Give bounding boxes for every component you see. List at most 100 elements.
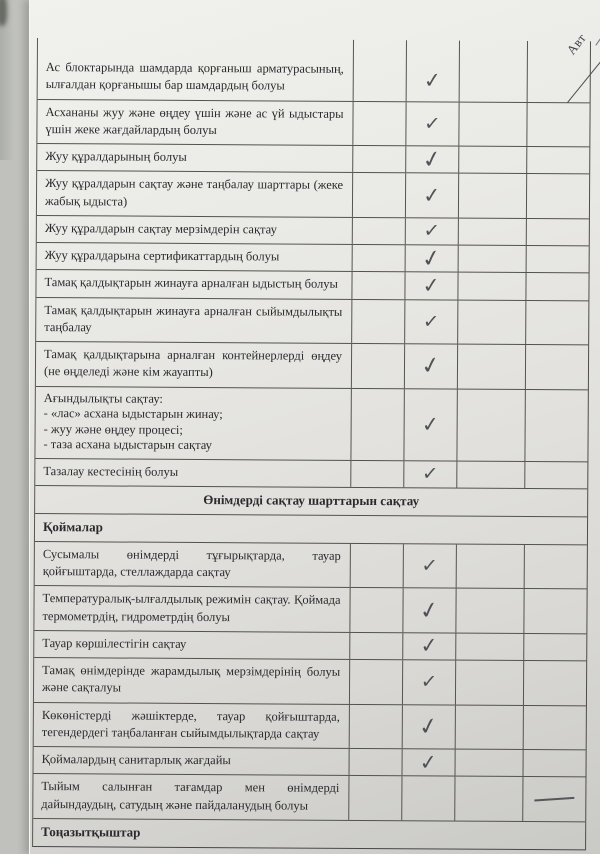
handwritten-checkmark: ✓	[422, 182, 442, 208]
row-label-line: Ағындылықты сақтау:	[43, 390, 163, 406]
mark-cell: ✓	[402, 543, 456, 588]
mark-cell: ✓	[404, 299, 458, 344]
mark-cell	[348, 776, 402, 820]
table-row: Тамақ қалдықтарын жинауға арналған сыйым…	[36, 297, 589, 346]
mark-cell	[525, 245, 589, 273]
mark-cell	[526, 146, 590, 174]
mark-cell: ✓	[404, 243, 458, 273]
table-row: Тауар көршілестігін сақтау ✓	[34, 630, 587, 662]
row-label: Тамақ өнімдерінде жарамдылық мерзімдерін…	[41, 663, 341, 695]
mark-cell	[456, 461, 525, 488]
mark-cell: ✓	[405, 40, 459, 102]
mark-cell: ✓	[405, 144, 459, 174]
mark-cell: ✓	[403, 344, 458, 389]
mark-cell	[457, 272, 526, 300]
mark-cell	[525, 300, 589, 345]
row-label: Жуу құралдарын сақтау мерзімдерін сақтау	[44, 220, 277, 237]
mark-cell: ✓	[402, 588, 456, 633]
table-row: Ас блоктарында шамдарда қорғаныш арматур…	[37, 38, 590, 103]
table-row: Тамақ қалдықтарына арналған контейнерлер…	[35, 342, 589, 390]
photo-corner-smudge	[0, 0, 7, 26]
mark-cell: ✓	[404, 272, 458, 300]
section-title: Қоймалар	[42, 518, 103, 535]
mark-cell	[454, 776, 523, 821]
handwritten-checkmark: ✓	[418, 749, 439, 775]
table-row: Тазалау кестесінің болуы ✓	[35, 458, 588, 490]
checklist-table: Ас блоктарында шамдарда қорғаныш арматур…	[32, 38, 591, 851]
table-row: Жуу құралдарын сақтау мерзімдерін сақтау…	[36, 215, 589, 247]
photo-left-edge-shadow	[0, 0, 14, 160]
row-label: Жуу құралдарының болуы	[45, 149, 187, 164]
mark-cell	[523, 589, 587, 634]
handwritten-checkmark: ✓	[419, 633, 439, 659]
table-row: Ағындылықты сақтау: - «лас» асхана ыдыста…	[35, 386, 588, 462]
row-label: Жуу құралдарына сертификаттардың болуы	[44, 248, 280, 264]
handwritten-dash	[534, 796, 575, 802]
mark-cell	[455, 588, 524, 633]
table-row: Тыйым салынған тағамдар мен өнімдерді да…	[33, 774, 586, 823]
subsection-header-row: Тоңазытқыштар	[33, 818, 586, 851]
mark-cell	[351, 299, 405, 344]
mark-cell	[350, 388, 404, 460]
mark-cell	[458, 40, 527, 102]
section-header-row: Өнімдерді сақтау шарттарын сақтау	[35, 485, 588, 518]
mark-cell: ✓	[401, 660, 456, 705]
row-label: Тамақ қалдықтарына арналған контейнерлер…	[43, 347, 343, 380]
handwritten-checkmark: ✓	[423, 111, 442, 135]
table-row: Температуралық-ылғалдылық режимін сақтау…	[34, 586, 587, 635]
handwritten-checkmark: ✓	[420, 411, 441, 437]
mark-cell	[525, 273, 589, 300]
row-label: Қоймалардың санитарлық жағдайы	[41, 752, 231, 768]
mark-cell: ✓	[401, 704, 455, 749]
paper-sheet	[29, 0, 600, 854]
row-label-line: - жуу және өңдеу процесі;	[43, 421, 183, 437]
mark-cell	[352, 145, 406, 173]
row-label: Көкөністерді жәшіктерде, тауар қойғыштар…	[41, 707, 340, 741]
row-label: Ас блоктарында шамдарда қорғаныш арматур…	[45, 60, 344, 93]
section-title: Тоңазытқыштар	[41, 823, 141, 840]
mark-cell: ✓	[404, 173, 459, 218]
mark-cell	[351, 173, 406, 218]
row-label: Ағындылықты сақтау: - «лас» асхана ыдыста…	[35, 386, 350, 459]
row-label: Тыйым салынған тағамдар мен өнімдерді да…	[41, 779, 340, 813]
mark-cell: ✓	[403, 388, 457, 461]
mark-cell	[524, 344, 589, 389]
row-label: Асхананы жуу және өңдеу үшін және ас үй …	[45, 104, 344, 137]
mark-cell	[455, 633, 524, 660]
mark-cell	[457, 173, 527, 218]
mark-cell	[457, 245, 526, 273]
mark-cell	[454, 749, 523, 777]
handwritten-checkmark: ✓	[418, 350, 443, 381]
row-label: Жуу құралдарын сақтау және таңбалау шарт…	[44, 176, 344, 209]
mark-cell: ✓	[404, 218, 458, 245]
mark-cell	[456, 344, 526, 389]
table-row: Асхананы жуу және өңдеу үшін және ас үй …	[37, 99, 590, 148]
mark-cell	[352, 39, 406, 101]
mark-cell	[457, 300, 526, 344]
mark-cell	[351, 272, 405, 299]
row-label: Тауар көршілестігін сақтау	[42, 635, 187, 651]
mark-cell	[523, 544, 587, 589]
mark-cell	[458, 102, 527, 146]
mark-cell	[458, 146, 527, 174]
row-label-line: - «лас» асхана ыдыстарын жинау;	[43, 406, 223, 422]
mark-cell	[349, 588, 403, 632]
mark-cell: ✓	[401, 749, 455, 776]
mark-cell	[526, 102, 590, 147]
mark-cell	[524, 461, 588, 489]
mark-cell	[350, 460, 404, 487]
mark-cell	[522, 660, 587, 705]
row-label: Тазалау кестесінің болуы	[43, 463, 179, 479]
mark-cell	[525, 174, 590, 219]
mark-cell	[454, 660, 524, 705]
mark-cell	[351, 217, 405, 245]
mark-cell	[352, 101, 406, 146]
handwritten-checkmark: ✓	[423, 219, 441, 243]
table-row: Тамақ өнімдерінде жарамдылық мерзімдерін…	[33, 657, 587, 706]
mark-cell	[349, 543, 403, 588]
table-row: Сусымалы өнімдерді тұғырықтарда, тауар қ…	[34, 541, 587, 590]
handwritten-checkmark: ✓	[421, 462, 440, 486]
mark-cell	[348, 659, 403, 704]
handwritten-checkmark: ✓	[421, 553, 439, 577]
